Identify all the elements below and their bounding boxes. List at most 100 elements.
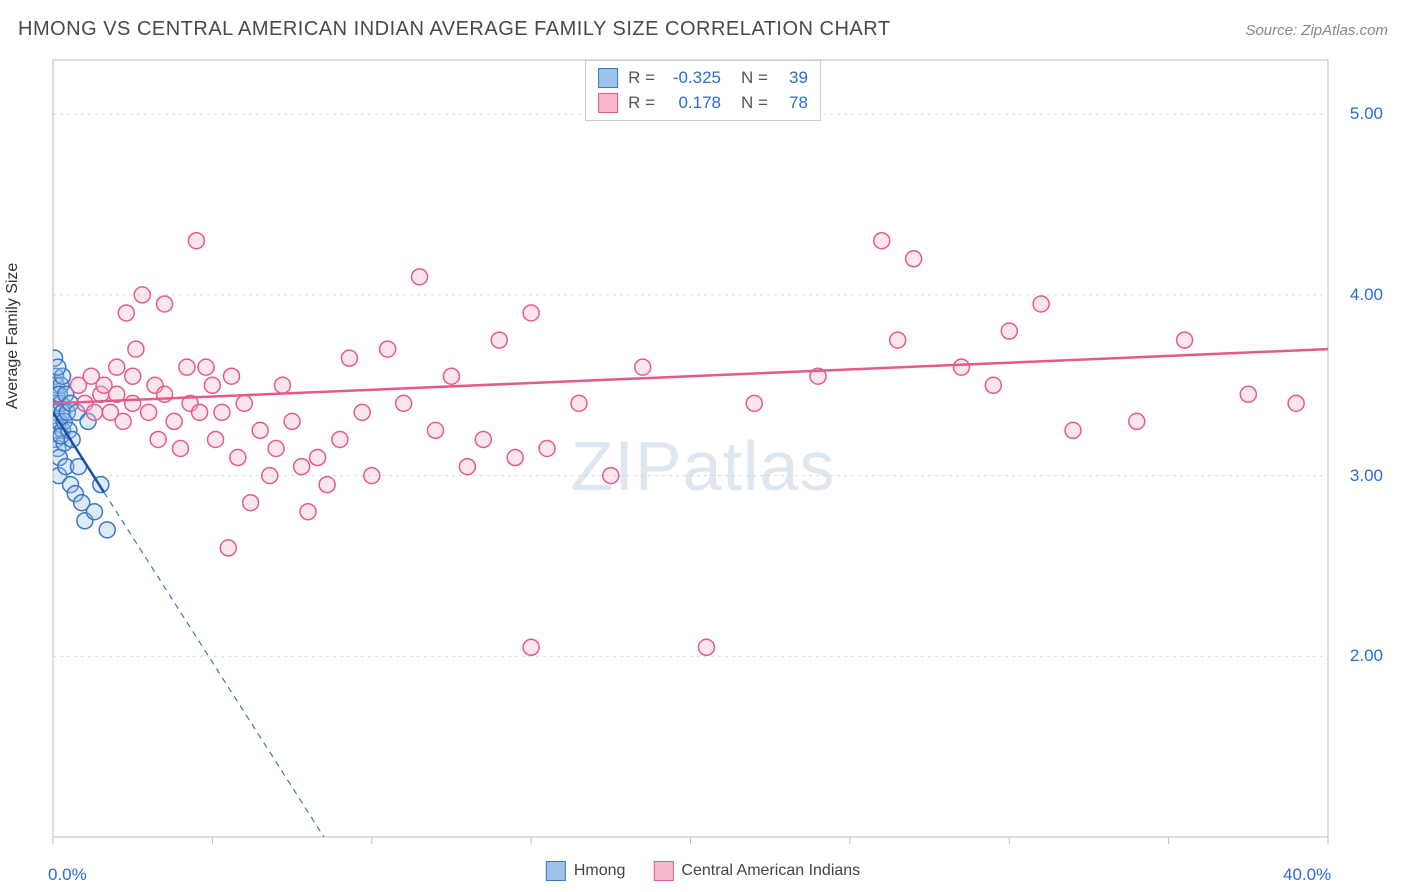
data-point [109,359,125,375]
data-point [412,269,428,285]
data-point [115,413,131,429]
data-point [698,639,714,655]
legend-item: Hmong [546,861,626,881]
y-tick-label: 5.00 [1350,104,1383,124]
data-point [985,377,1001,393]
data-point [141,404,157,420]
data-point [125,395,141,411]
data-point [300,504,316,520]
data-point [523,305,539,321]
data-point [523,639,539,655]
n-label: N = [741,66,768,91]
data-point [275,377,291,393]
legend-label: Central American Indians [681,862,860,880]
data-point [332,431,348,447]
stat-row: R = 0.178 N = 78 [598,91,808,116]
data-point [224,368,240,384]
data-point [428,422,444,438]
legend-swatch [598,93,618,113]
legend-item: Central American Indians [653,861,860,881]
y-axis-label: Average Family Size [4,263,22,409]
data-point [243,495,259,511]
data-point [396,395,412,411]
data-point [571,395,587,411]
data-point [310,450,326,466]
legend-label: Hmong [574,862,626,880]
data-point [635,359,651,375]
data-point [475,431,491,447]
x-min-label: 0.0% [48,865,87,885]
data-point [1129,413,1145,429]
data-point [192,404,208,420]
data-point [166,413,182,429]
r-label: R = [628,66,655,91]
data-point [50,359,66,375]
data-point [459,459,475,475]
legend-swatch [653,861,673,881]
trendline-dashed [104,492,324,837]
series-legend: Hmong Central American Indians [546,861,860,881]
data-point [746,395,762,411]
data-point [1240,386,1256,402]
data-point [99,522,115,538]
data-point [214,404,230,420]
data-point [354,404,370,420]
data-point [236,395,252,411]
data-point [1065,422,1081,438]
data-point [134,287,150,303]
data-point [507,450,523,466]
y-tick-label: 4.00 [1350,285,1383,305]
x-max-label: 40.0% [1283,865,1331,885]
data-point [953,359,969,375]
r-value: 0.178 [665,91,721,116]
legend-swatch [546,861,566,881]
data-point [150,431,166,447]
data-point [539,441,555,457]
data-point [874,233,890,249]
y-tick-label: 3.00 [1350,466,1383,486]
data-point [380,341,396,357]
data-point [188,233,204,249]
legend-swatch [598,68,618,88]
stats-legend: R = -0.325 N = 39 R = 0.178 N = 78 [585,60,821,121]
y-tick-label: 2.00 [1350,646,1383,666]
data-point [86,504,102,520]
data-point [179,359,195,375]
data-point [125,368,141,384]
data-point [173,441,189,457]
data-point [208,431,224,447]
data-point [1177,332,1193,348]
data-point [1033,296,1049,312]
data-point [128,341,144,357]
n-value: 78 [778,91,808,116]
scatter-chart [18,55,1388,877]
r-value: -0.325 [665,66,721,91]
chart-title: HMONG VS CENTRAL AMERICAN INDIAN AVERAGE… [18,18,891,41]
data-point [1288,395,1304,411]
data-point [890,332,906,348]
data-point [252,422,268,438]
r-label: R = [628,91,655,116]
data-point [294,459,310,475]
trendline [53,349,1328,403]
data-point [1001,323,1017,339]
data-point [268,441,284,457]
data-point [364,468,380,484]
data-point [198,359,214,375]
source-label: Source: ZipAtlas.com [1245,22,1388,39]
data-point [118,305,134,321]
data-point [220,540,236,556]
chart-container: ZIPatlas Average Family Size 2.003.004.0… [18,55,1388,877]
n-value: 39 [778,66,808,91]
data-point [603,468,619,484]
data-point [262,468,278,484]
data-point [319,477,335,493]
data-point [86,404,102,420]
data-point [906,251,922,267]
data-point [204,377,220,393]
data-point [284,413,300,429]
data-point [341,350,357,366]
data-point [230,450,246,466]
stat-row: R = -0.325 N = 39 [598,66,808,91]
data-point [443,368,459,384]
